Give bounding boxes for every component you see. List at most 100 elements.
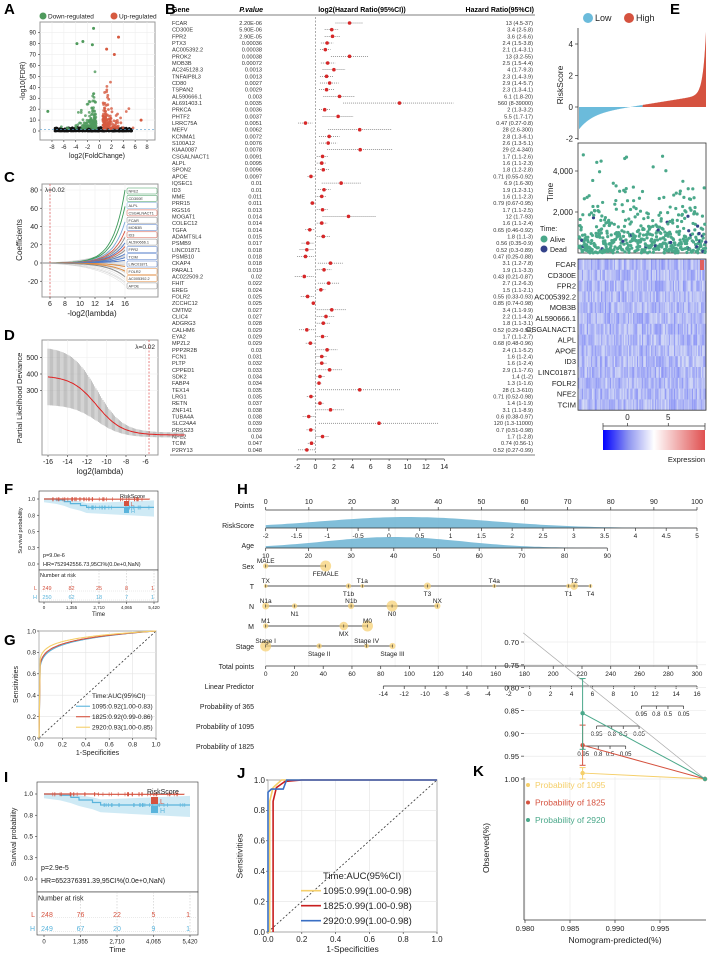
heatmap-cell — [604, 367, 607, 378]
heatmap-cell — [597, 280, 599, 292]
row-label-n: N — [249, 604, 254, 611]
gene-name: ID3 — [172, 188, 181, 194]
heatmap-cell — [704, 367, 707, 378]
up-regulated-point — [109, 121, 113, 124]
up-regulated-point — [110, 107, 113, 110]
heatmap-cell — [622, 377, 625, 389]
heatmap-cell — [647, 323, 649, 335]
down-regulated-point — [92, 95, 96, 99]
x-tick-label: -12 — [82, 459, 92, 466]
heatmap-cell — [588, 377, 590, 389]
heatmap-cell — [626, 302, 628, 314]
heatmap-cell — [652, 334, 654, 346]
y-tick-label: 0.90 — [504, 729, 519, 738]
heatmap-cell — [658, 345, 660, 357]
heatmap-cell — [615, 367, 617, 378]
alive-point — [700, 239, 704, 243]
heatmap-cell — [610, 345, 612, 357]
heatmap-cell — [602, 280, 604, 292]
hazard-ratio-point — [319, 194, 324, 199]
hazard-ratio-point — [318, 401, 322, 405]
heatmap-cell — [695, 313, 698, 324]
heatmap-cell — [657, 323, 659, 335]
heatmap-cell — [650, 280, 653, 292]
alive-point — [693, 205, 697, 210]
points-tick-label: 80 — [607, 499, 615, 506]
heatmap-gene-label: NFE2 — [557, 390, 576, 399]
heatmap-cell — [677, 280, 680, 292]
heatmap-cell — [593, 377, 595, 389]
heatmap-cell — [695, 269, 698, 281]
gene-name: MOB3B — [172, 61, 192, 67]
alive-point — [644, 244, 649, 248]
hazard-ratio-point — [308, 341, 313, 345]
y-tick-label: 0.8 — [27, 650, 36, 657]
heatmap-cell — [680, 388, 682, 400]
heatmap-cell — [689, 313, 691, 324]
heatmap-cell — [697, 280, 699, 292]
hazard-ratio-point — [305, 247, 309, 252]
heatmap-cell — [612, 399, 614, 411]
heatmap-cell — [588, 356, 590, 368]
heatmap-cell — [665, 388, 667, 400]
category-level-label: T3 — [424, 591, 432, 598]
heatmap-cell — [617, 388, 620, 400]
heatmap-cell — [625, 388, 627, 400]
alive-point — [624, 187, 628, 191]
heatmap-cell — [622, 399, 625, 411]
heatmap-cell — [654, 302, 657, 314]
heatmap-cell — [647, 291, 649, 303]
calibration-line — [582, 744, 706, 780]
heatmap-cell — [640, 345, 643, 357]
p-value: 0.003 — [248, 94, 262, 100]
legend-dead-label: Dead — [550, 247, 567, 254]
heatmap-cell — [597, 399, 599, 411]
heatmap-cell — [625, 377, 627, 389]
heatmap-cell — [644, 323, 646, 335]
heatmap-gene-label: FPR2 — [557, 282, 576, 291]
gene-label-box — [126, 253, 158, 260]
heatmap-cell — [672, 313, 675, 324]
heatmap-cell — [622, 345, 625, 357]
alive-point — [682, 226, 686, 231]
gene-name: LRG1 — [172, 395, 187, 401]
y-tick-label: 2,000 — [553, 208, 574, 217]
heatmap-cell — [588, 302, 590, 314]
up-regulated-point — [105, 85, 109, 88]
heatmap-cell — [675, 388, 677, 400]
heatmap-cell — [629, 259, 631, 270]
heatmap-cell — [589, 367, 591, 378]
heatmap-cell — [601, 280, 603, 292]
heatmap-cell — [607, 356, 609, 368]
colorbar-label: Expression — [668, 455, 705, 464]
heatmap-cell — [675, 259, 677, 270]
heatmap-frame — [577, 258, 707, 411]
heatmap-cell — [670, 323, 672, 335]
y-tick-label: -20 — [28, 279, 38, 286]
heatmap-cell — [657, 313, 659, 324]
hazard-ratio-point — [336, 114, 340, 119]
heatmap-cell — [626, 269, 628, 281]
heatmap-cell — [635, 313, 637, 324]
heatmap-cell — [682, 345, 685, 357]
heatmap-cell — [662, 367, 664, 378]
heatmap-cell — [658, 302, 660, 314]
p-value: 0.022 — [248, 281, 262, 287]
hazard-ratio-text: 1.6 (1-2.4) — [507, 355, 533, 361]
probability-tick-label: 0.8 — [608, 732, 617, 738]
heatmap-cell — [685, 259, 687, 270]
heatmap-cell — [604, 345, 607, 357]
alive-point — [594, 225, 599, 229]
heatmap-cell — [597, 313, 599, 324]
heatmap-cell — [604, 334, 607, 346]
heatmap-cell — [615, 302, 617, 314]
heatmap-cell — [601, 377, 603, 389]
x-tick-label: 4,065 — [121, 605, 133, 610]
heatmap-cell — [629, 388, 631, 400]
heatmap-cell — [703, 367, 705, 378]
risk-table-title: Number at risk — [38, 896, 84, 903]
up-regulated-point — [113, 125, 117, 129]
calibration-point — [702, 776, 708, 782]
down-regulated-point — [85, 102, 89, 106]
heatmap-cell — [621, 345, 623, 357]
